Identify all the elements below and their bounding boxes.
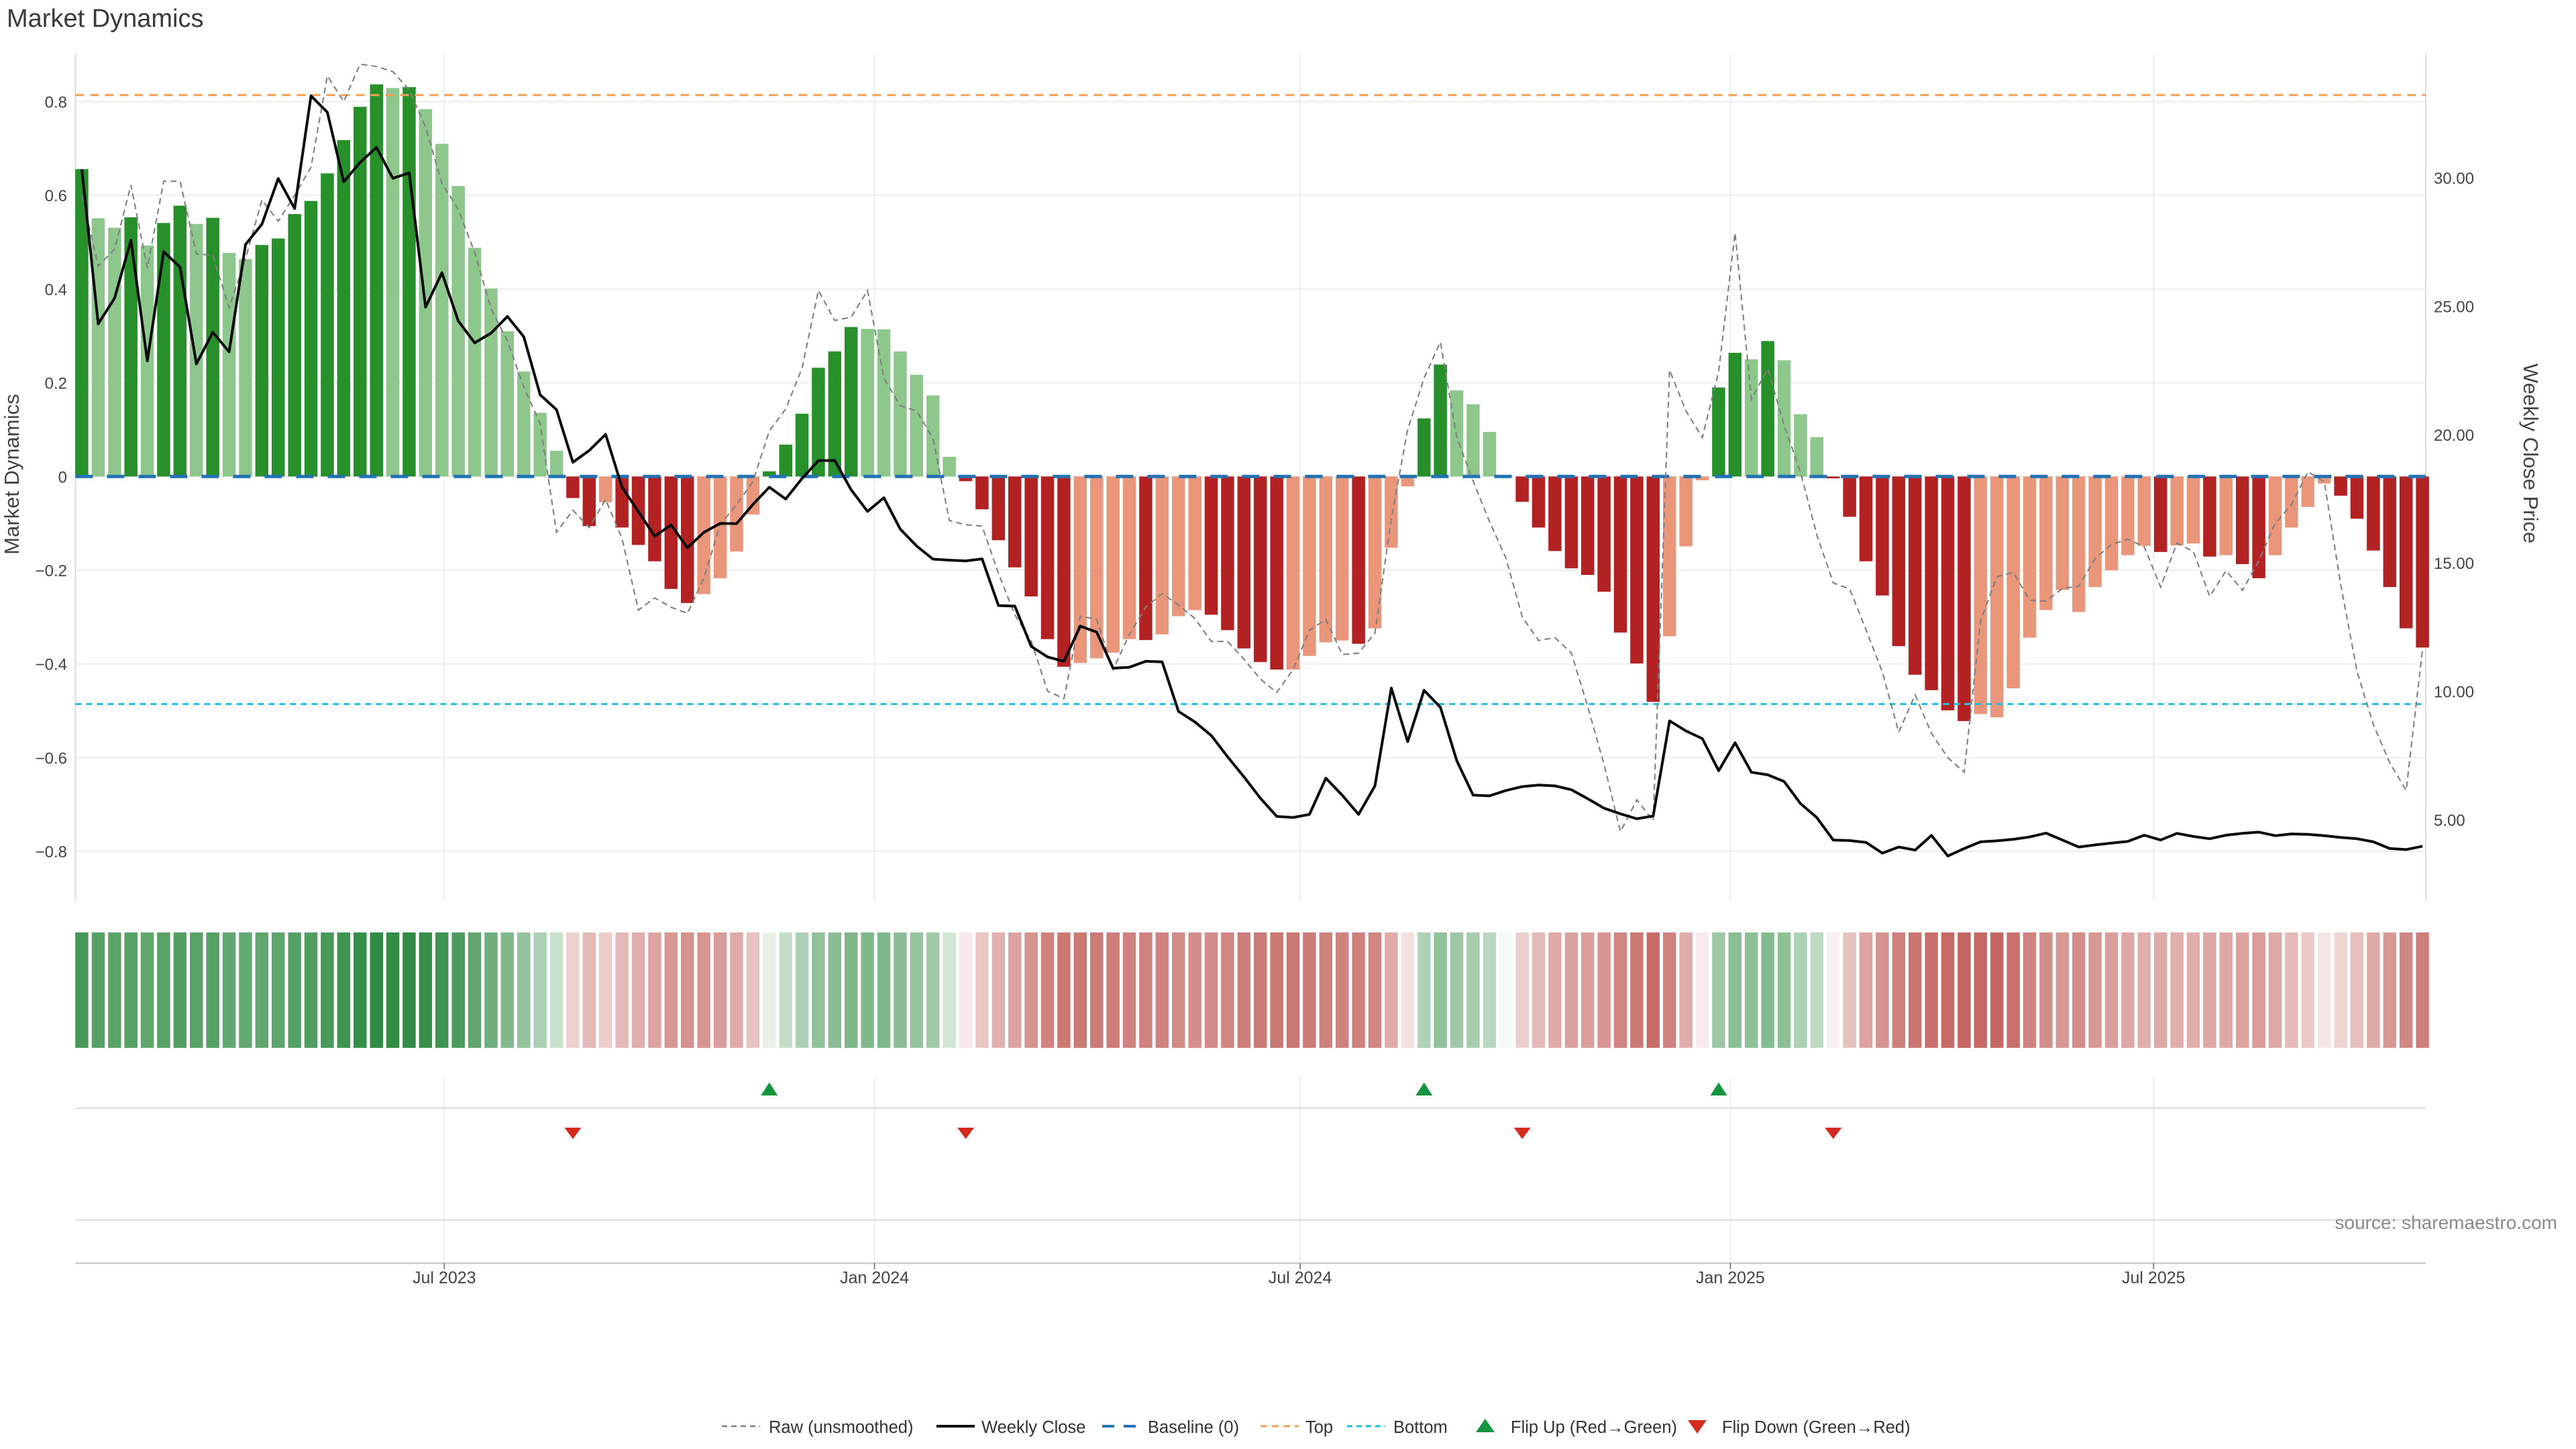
svg-text:0.4: 0.4 [45, 281, 67, 299]
svg-text:30.00: 30.00 [2434, 170, 2474, 188]
svg-text:Weekly Close: Weekly Close [981, 1418, 1085, 1437]
svg-text:Jul 2023: Jul 2023 [413, 1269, 476, 1287]
svg-text:−0.4: −0.4 [36, 656, 67, 674]
svg-text:Raw (unsmoothed): Raw (unsmoothed) [769, 1418, 913, 1437]
svg-text:Weekly Close Price: Weekly Close Price [2519, 364, 2542, 543]
svg-text:−0.2: −0.2 [36, 562, 67, 580]
svg-text:Market Dynamics: Market Dynamics [0, 394, 23, 554]
svg-text:10.00: 10.00 [2434, 684, 2474, 702]
svg-text:Jan 2025: Jan 2025 [1696, 1269, 1765, 1287]
svg-text:Top: Top [1305, 1418, 1333, 1437]
svg-text:Jan 2024: Jan 2024 [840, 1269, 909, 1287]
svg-text:25.00: 25.00 [2434, 298, 2474, 316]
svg-text:−0.6: −0.6 [36, 749, 67, 767]
svg-text:Market Dynamics: Market Dynamics [7, 5, 204, 33]
svg-text:20.00: 20.00 [2434, 427, 2474, 445]
svg-text:0.8: 0.8 [45, 94, 67, 112]
svg-text:5.00: 5.00 [2434, 812, 2465, 830]
svg-text:0: 0 [58, 468, 67, 486]
svg-text:0.2: 0.2 [45, 375, 67, 393]
svg-text:Jul 2025: Jul 2025 [2122, 1269, 2186, 1287]
svg-text:0.6: 0.6 [45, 187, 67, 205]
svg-text:Bottom: Bottom [1393, 1418, 1448, 1437]
svg-text:Baseline (0): Baseline (0) [1148, 1418, 1239, 1437]
svg-text:Flip Up (Red→Green): Flip Up (Red→Green) [1511, 1418, 1677, 1437]
svg-text:−0.8: −0.8 [36, 843, 67, 861]
svg-text:Flip Down (Green→Red): Flip Down (Green→Red) [1722, 1418, 1911, 1437]
svg-text:source: sharemaestro.com: source: sharemaestro.com [2335, 1212, 2557, 1233]
svg-text:15.00: 15.00 [2434, 555, 2474, 573]
svg-text:Jul 2024: Jul 2024 [1269, 1269, 1332, 1287]
